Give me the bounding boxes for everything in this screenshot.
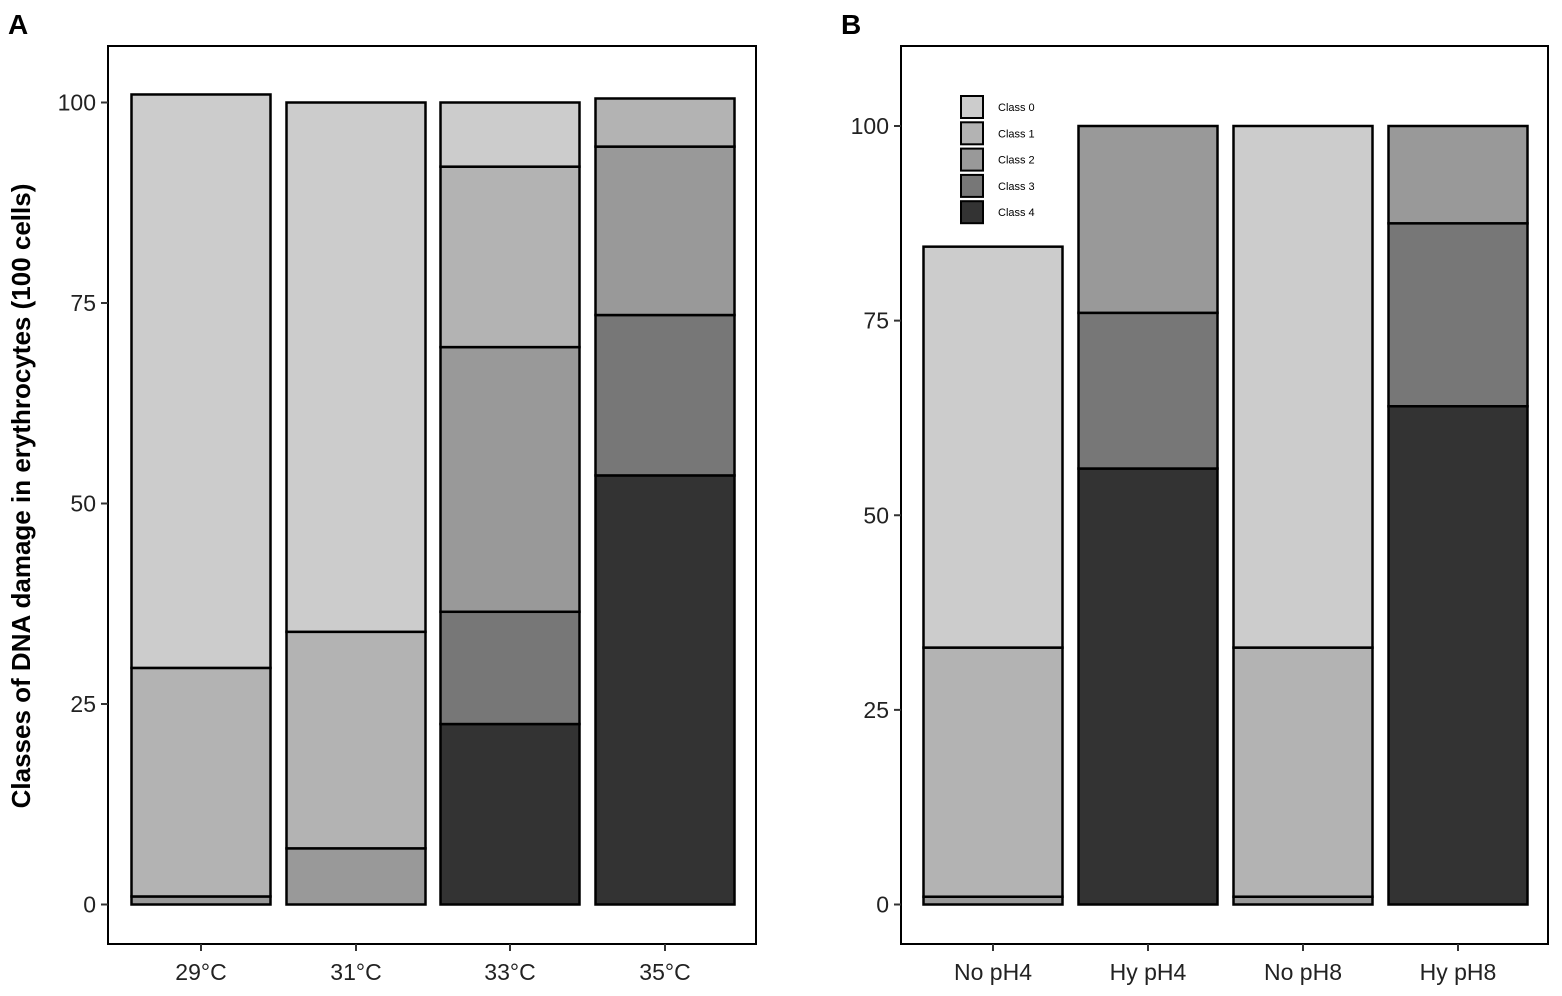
panel-a: A 0 25 50 75 100 29°C 31°C 33°C 35°C <box>8 9 757 985</box>
bar-segment-class-4 <box>1077 467 1219 906</box>
bar-segment-class-1 <box>594 97 736 148</box>
bar-segment-class-2 <box>1077 124 1219 315</box>
legend-key <box>960 147 984 172</box>
legend-label: Class 1 <box>998 128 1035 140</box>
x-tick-label: 29°C <box>175 959 226 985</box>
bar-segment-class-0 <box>439 101 581 168</box>
bar-segment-class-4 <box>439 722 581 906</box>
bar-segment-class-2 <box>439 345 581 614</box>
bar-segment-class-1 <box>439 165 581 349</box>
legend-key <box>960 173 984 198</box>
bar-segment-class-3 <box>1387 222 1529 408</box>
bar-segment-class-2 <box>594 145 736 317</box>
panel-b: B 0 25 50 75 100 No pH4 Hy pH4 No pH8 Hy pH8 Class… <box>841 9 1549 985</box>
plot-frame <box>900 45 1549 945</box>
y-tick-label: 0 <box>83 892 96 918</box>
legend-label: Class 0 <box>998 102 1035 114</box>
y-tick-label: 75 <box>70 290 96 316</box>
y-tick-label: 50 <box>70 491 96 517</box>
legend-key <box>960 95 984 119</box>
bar-segment-class-4 <box>594 474 736 906</box>
bar-segment-class-3 <box>1077 311 1219 470</box>
bar-segment-class-2 <box>285 847 427 906</box>
x-tick-label: No pH4 <box>954 959 1032 985</box>
y-tick-label: 50 <box>863 502 889 528</box>
bar-segment-class-0 <box>285 101 427 634</box>
y-axis-title: Classes of DNA damage in erythrocytes (1… <box>6 184 36 809</box>
legend-key <box>960 200 984 225</box>
bar-segment-class-0 <box>1232 124 1374 649</box>
bar-segment-class-0 <box>130 93 272 670</box>
y-tick-label: 25 <box>70 691 96 717</box>
bar-segment-class-1 <box>922 646 1064 898</box>
x-tick-label: No pH8 <box>1264 959 1342 985</box>
panel-letter: A <box>8 9 28 40</box>
legend-key <box>960 121 984 146</box>
panel-letter: B <box>841 9 861 40</box>
y-tick-label: 0 <box>876 892 889 918</box>
x-tick-label: 33°C <box>484 959 535 985</box>
bar-segment-class-1 <box>130 666 272 898</box>
y-tick-label: 75 <box>863 308 889 334</box>
bar-segment-class-1 <box>285 630 427 850</box>
legend-label: Class 2 <box>998 155 1035 167</box>
x-tick-label: Hy pH4 <box>1110 959 1187 985</box>
x-tick-label: Hy pH8 <box>1420 959 1497 985</box>
x-tick-label: 31°C <box>330 959 381 985</box>
legend-label: Class 3 <box>998 181 1035 193</box>
x-tick-label: 35°C <box>639 959 690 985</box>
bar-segment-class-3 <box>439 610 581 726</box>
bar-segment-class-4 <box>1387 405 1529 906</box>
bar-segment-class-0 <box>922 245 1064 649</box>
bar-segment-class-2 <box>1387 124 1529 225</box>
legend-label: Class 4 <box>998 207 1035 219</box>
plot-frame <box>107 45 757 945</box>
bar-segment-class-1 <box>1232 646 1374 898</box>
y-tick-label: 100 <box>851 113 889 139</box>
y-tick-label: 25 <box>863 697 889 723</box>
bar-segment-class-3 <box>594 313 736 477</box>
y-tick-label: 100 <box>58 90 96 116</box>
